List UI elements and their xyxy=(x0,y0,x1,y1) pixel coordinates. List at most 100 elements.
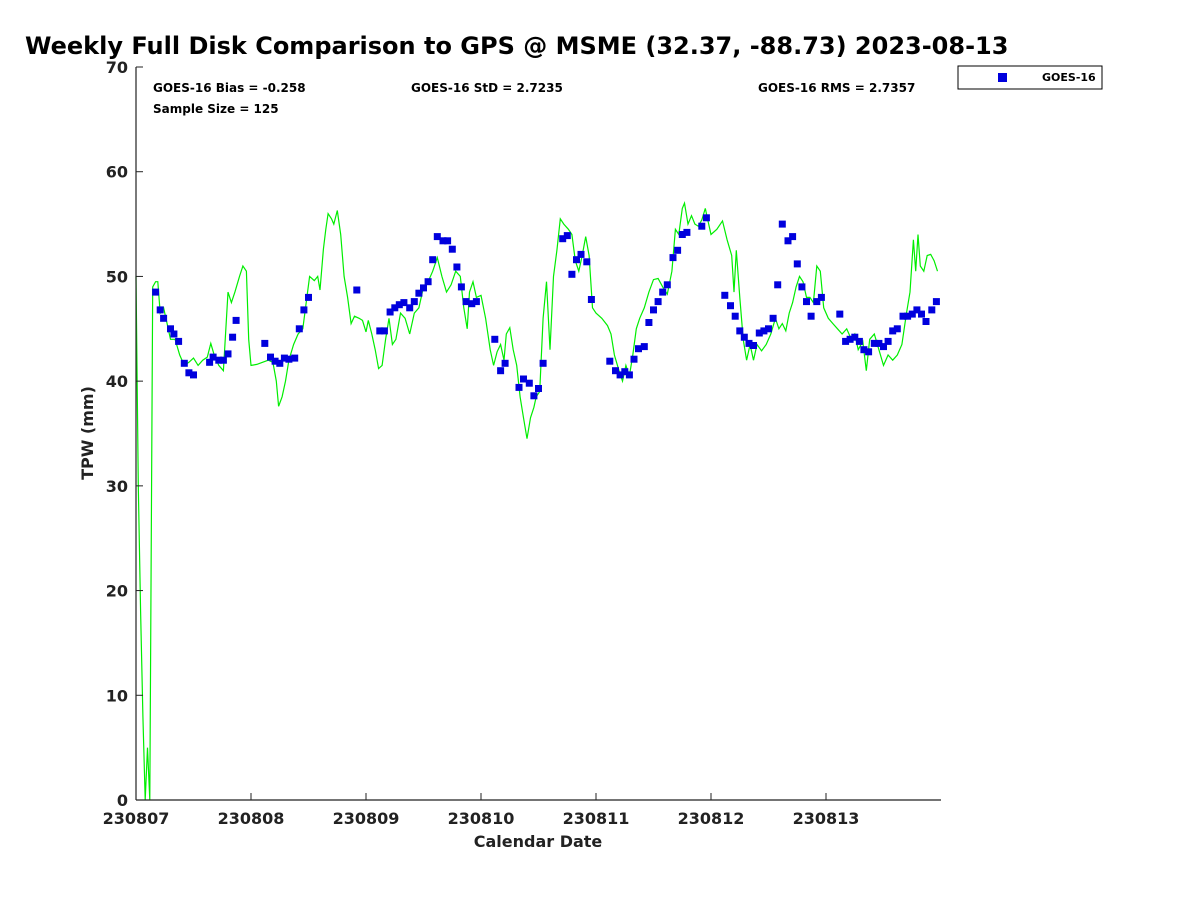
scatter-point xyxy=(587,296,595,303)
scatter-point xyxy=(640,343,648,351)
scatter-point xyxy=(175,337,183,345)
scatter-point xyxy=(285,355,293,363)
stat-bias: GOES-16 Bias = -0.258 xyxy=(153,81,306,95)
scatter-point xyxy=(539,359,547,367)
scatter-point xyxy=(760,327,768,335)
scatter-point xyxy=(501,359,509,367)
scatter-point xyxy=(913,306,921,314)
scatter-point xyxy=(918,310,925,318)
scatter-point xyxy=(295,325,303,333)
scatter-point xyxy=(577,250,585,258)
scatter-point xyxy=(167,325,174,333)
scatter-point xyxy=(400,299,408,307)
scatter-point xyxy=(798,283,806,291)
scatter-point xyxy=(232,316,240,324)
scatter-point xyxy=(855,337,863,345)
scatter-point xyxy=(745,339,753,347)
x-tick-label: 230810 xyxy=(448,809,515,828)
chart-title: Weekly Full Disk Comparison to GPS @ MSM… xyxy=(25,32,1008,60)
scatter-point xyxy=(702,214,710,222)
scatter-point xyxy=(457,283,465,291)
plot-area xyxy=(136,67,941,800)
scatter-point xyxy=(817,293,825,301)
scatter-point xyxy=(674,246,682,254)
scatter-point xyxy=(563,232,571,240)
plot-frame xyxy=(136,67,941,800)
scatter-point xyxy=(893,325,901,333)
scatter-point xyxy=(376,327,384,335)
scatter-point xyxy=(778,220,786,228)
scatter-point xyxy=(439,237,447,245)
x-tick-label: 230813 xyxy=(793,809,860,828)
scatter-point xyxy=(789,233,797,241)
scatter-point xyxy=(491,335,499,343)
scatter-point xyxy=(583,258,591,266)
scatter-point xyxy=(659,288,667,296)
scatter-point xyxy=(612,367,619,375)
legend-marker xyxy=(998,73,1007,82)
scatter-point xyxy=(380,327,388,335)
x-tick-label: 230808 xyxy=(218,809,285,828)
scatter-point xyxy=(842,337,850,345)
scatter-point xyxy=(261,339,269,347)
y-tick-label: 20 xyxy=(106,582,128,601)
y-tick-label: 60 xyxy=(106,163,128,182)
scatter-point xyxy=(420,284,427,292)
scatter-point xyxy=(616,371,624,379)
scatter-point xyxy=(391,304,399,312)
scatter-point xyxy=(180,359,188,367)
axes: 0 10 20 30 40 50 60 70 230807 230808 230809 230810 2… xyxy=(103,58,941,828)
scatter-point xyxy=(731,312,739,320)
scatter-point xyxy=(185,369,193,377)
scatter-point xyxy=(625,371,633,379)
scatter-point xyxy=(606,357,614,365)
scatter-point xyxy=(573,256,580,264)
x-tick-label: 230812 xyxy=(678,809,745,828)
scatter-point xyxy=(453,263,461,271)
scatter-point xyxy=(415,289,423,297)
scatter-point xyxy=(267,353,274,361)
scatter-point xyxy=(740,333,748,341)
scatter-point xyxy=(650,306,657,314)
scatter-point xyxy=(846,335,854,343)
scatter-point xyxy=(429,256,437,264)
scatter-point xyxy=(353,286,361,294)
scatter-point xyxy=(678,231,686,238)
scatter-point xyxy=(928,306,936,314)
scatter-point xyxy=(410,298,418,306)
scatter-point xyxy=(755,329,763,337)
scatter-point xyxy=(736,327,744,335)
scatter-point xyxy=(932,298,940,306)
scatter-point xyxy=(908,310,916,318)
scatter-point xyxy=(424,278,432,286)
scatter-point xyxy=(291,354,299,362)
x-axis-label: Calendar Date xyxy=(474,832,603,851)
scatter-point xyxy=(860,346,868,354)
scatter-point xyxy=(683,228,691,236)
scatter-point xyxy=(630,355,638,363)
scatter-point xyxy=(698,222,706,230)
scatter-point xyxy=(160,314,168,322)
scatter-point xyxy=(215,356,223,364)
scatter-point xyxy=(750,342,757,349)
scatter-point xyxy=(190,371,197,379)
scatter-point xyxy=(229,333,237,341)
x-tick-label: 230807 xyxy=(103,809,170,828)
legend-label: GOES-16 xyxy=(1042,71,1096,84)
scatter-point xyxy=(530,392,538,400)
scatter-point xyxy=(280,354,288,362)
scatter-point xyxy=(462,298,470,306)
scatter-point xyxy=(807,312,815,320)
y-tick-label: 50 xyxy=(106,267,128,286)
scatter-point xyxy=(386,308,394,316)
y-tick-label: 30 xyxy=(106,477,128,496)
scatter-point xyxy=(865,348,873,356)
scatter-point xyxy=(472,298,480,306)
scatter-point xyxy=(559,235,567,243)
scatter-point xyxy=(300,306,308,314)
scatter-point xyxy=(904,312,912,320)
scatter-point xyxy=(276,359,284,367)
stat-std: GOES-16 StD = 2.7235 xyxy=(411,81,563,95)
y-axis-label: TPW (mm) xyxy=(78,386,97,480)
